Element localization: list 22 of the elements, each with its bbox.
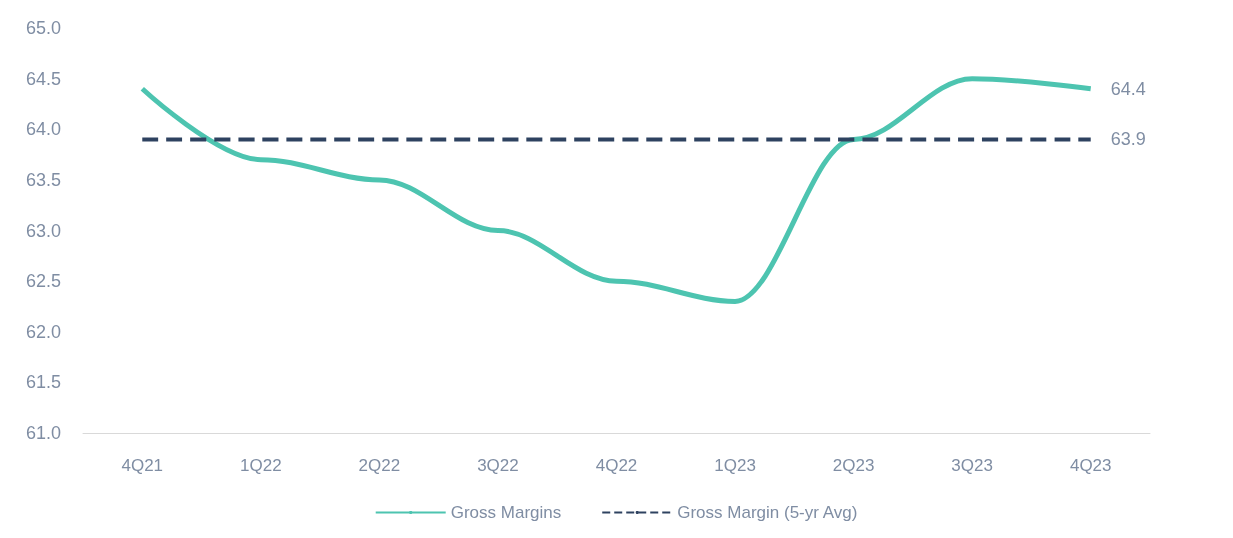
y-tick-label: 64.5 [25,68,61,89]
x-tick-label: 4Q23 [1069,456,1112,475]
y-tick-label: 64.0 [25,119,61,140]
x-tick-label: 1Q22 [240,456,282,475]
y-tick-label: 65.0 [25,18,61,38]
y-tick-label: 61.5 [25,372,61,393]
x-tick-label: 4Q22 [595,456,638,475]
data-label: 63.9 [1110,129,1146,150]
x-tick-label: 2Q23 [832,456,875,475]
y-tick-label: 62.5 [25,271,61,292]
legend-label: Gross Margin (5-yr Avg) [677,503,858,522]
x-tick-label: 3Q22 [477,456,519,475]
y-tick-label: 62.0 [25,321,61,342]
data-label: 64.4 [1110,78,1146,99]
y-tick-label: 63.0 [25,220,61,241]
y-tick-label: 61.0 [25,423,61,443]
x-tick-label: 3Q23 [951,456,993,475]
x-tick-label: 4Q21 [121,456,164,475]
x-tick-label: 1Q23 [714,456,756,475]
x-tick-label: 2Q22 [358,456,401,475]
y-tick-label: 63.5 [25,169,61,190]
legend-label: Gross Margins [450,503,562,522]
